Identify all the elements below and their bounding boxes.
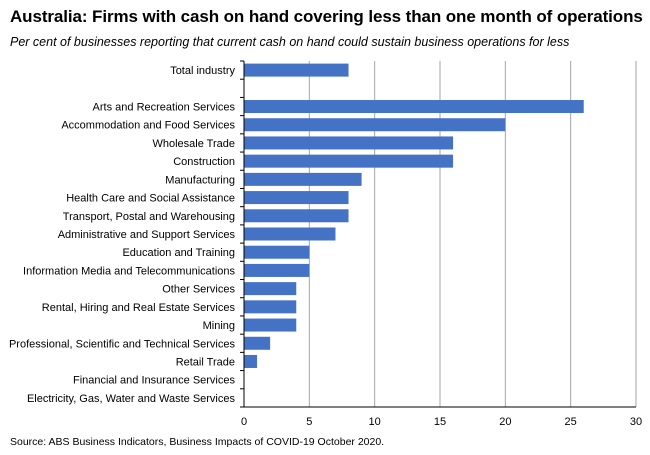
- category-label: Other Services: [162, 284, 235, 296]
- category-label: Rental, Hiring and Real Estate Services: [42, 302, 236, 314]
- bar: [244, 245, 310, 259]
- category-label: Health Care and Social Assistance: [66, 193, 235, 205]
- bar: [244, 118, 506, 132]
- x-tick-label: 0: [241, 416, 247, 428]
- bar: [244, 318, 297, 332]
- bar: [244, 63, 349, 77]
- category-labels: Total industry Arts and Recreation Servic…: [9, 65, 236, 405]
- x-tick-label: 20: [499, 416, 511, 428]
- bar: [244, 136, 454, 150]
- bar: [244, 154, 454, 168]
- category-label: Education and Training: [122, 247, 235, 259]
- bar: [244, 263, 310, 277]
- category-label: Administrative and Support Services: [58, 229, 236, 241]
- category-label: Total industry: [170, 65, 235, 77]
- category-label: Retail Trade: [176, 356, 235, 368]
- category-label: Construction: [173, 156, 235, 168]
- category-label: Electricity, Gas, Water and Waste Servic…: [27, 393, 236, 405]
- category-label: Mining: [203, 320, 235, 332]
- chart-title: Australia: Firms with cash on hand cover…: [10, 7, 643, 26]
- category-label: Transport, Postal and Warehousing: [63, 211, 235, 223]
- category-label: Wholesale Trade: [152, 138, 235, 150]
- axes: 0 5 10 15 20 25 30: [240, 60, 642, 428]
- bar: [244, 191, 349, 205]
- source-note: Source: ABS Business Indicators, Busines…: [10, 436, 385, 448]
- bar: [244, 282, 297, 296]
- bars: [244, 63, 584, 368]
- x-tick-label: 25: [565, 416, 577, 428]
- x-tick-label: 5: [306, 416, 312, 428]
- category-label: Manufacturing: [165, 174, 235, 186]
- bar: [244, 100, 584, 114]
- bar: [244, 172, 362, 186]
- chart-subtitle: Per cent of businesses reporting that cu…: [10, 35, 570, 49]
- bar: [244, 354, 258, 368]
- category-label: Information Media and Telecommunications: [23, 265, 235, 277]
- x-tick-label: 15: [434, 416, 446, 428]
- bar: [244, 227, 336, 241]
- x-tick-label: 30: [630, 416, 642, 428]
- category-label: Accommodation and Food Services: [61, 120, 235, 132]
- bar: [244, 300, 297, 314]
- bar: [244, 209, 349, 223]
- category-label: Arts and Recreation Services: [93, 102, 236, 114]
- category-label: Financial and Insurance Services: [73, 375, 236, 387]
- category-label: Professional, Scientific and Technical S…: [9, 338, 236, 350]
- x-tick-label: 10: [369, 416, 381, 428]
- bar: [244, 336, 271, 350]
